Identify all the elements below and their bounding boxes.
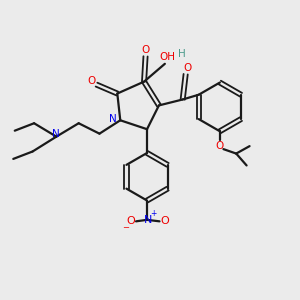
Text: N: N — [52, 129, 60, 139]
Text: O: O — [141, 45, 150, 55]
Text: O: O — [87, 76, 95, 86]
Text: N: N — [143, 215, 152, 225]
Text: +: + — [150, 209, 156, 218]
Text: −: − — [122, 224, 129, 232]
Text: O: O — [160, 216, 169, 226]
Text: N: N — [109, 114, 117, 124]
Text: OH: OH — [159, 52, 175, 62]
Text: O: O — [183, 63, 191, 73]
Text: O: O — [126, 216, 135, 226]
Text: O: O — [216, 141, 224, 151]
Text: H: H — [178, 49, 186, 59]
